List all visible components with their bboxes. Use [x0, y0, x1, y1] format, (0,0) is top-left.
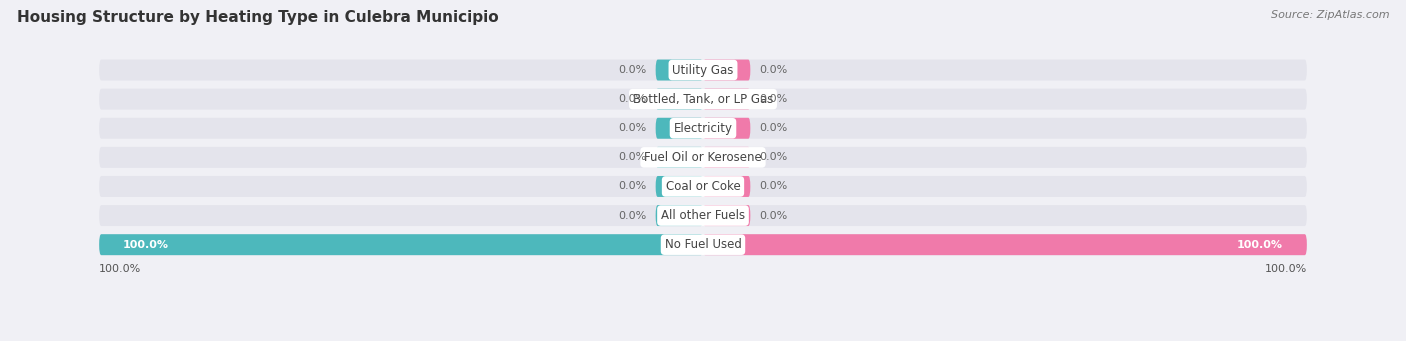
- Text: All other Fuels: All other Fuels: [661, 209, 745, 222]
- Text: Source: ZipAtlas.com: Source: ZipAtlas.com: [1271, 10, 1389, 20]
- FancyBboxPatch shape: [655, 60, 703, 80]
- FancyBboxPatch shape: [703, 60, 751, 80]
- FancyBboxPatch shape: [703, 147, 751, 168]
- Text: Fuel Oil or Kerosene: Fuel Oil or Kerosene: [644, 151, 762, 164]
- FancyBboxPatch shape: [100, 234, 703, 255]
- Text: 0.0%: 0.0%: [619, 152, 647, 162]
- FancyBboxPatch shape: [100, 60, 1306, 80]
- FancyBboxPatch shape: [655, 147, 703, 168]
- FancyBboxPatch shape: [100, 234, 1306, 255]
- Text: 100.0%: 100.0%: [100, 264, 142, 275]
- Text: 0.0%: 0.0%: [759, 211, 787, 221]
- Text: Utility Gas: Utility Gas: [672, 63, 734, 76]
- FancyBboxPatch shape: [703, 205, 751, 226]
- FancyBboxPatch shape: [655, 89, 703, 109]
- Text: Electricity: Electricity: [673, 122, 733, 135]
- Text: 0.0%: 0.0%: [759, 94, 787, 104]
- FancyBboxPatch shape: [703, 234, 1306, 255]
- FancyBboxPatch shape: [655, 176, 703, 197]
- Text: 100.0%: 100.0%: [1264, 264, 1306, 275]
- Text: 100.0%: 100.0%: [122, 240, 169, 250]
- FancyBboxPatch shape: [703, 118, 751, 139]
- Text: Bottled, Tank, or LP Gas: Bottled, Tank, or LP Gas: [633, 93, 773, 106]
- Text: 0.0%: 0.0%: [619, 181, 647, 191]
- Text: No Fuel Used: No Fuel Used: [665, 238, 741, 251]
- Text: Coal or Coke: Coal or Coke: [665, 180, 741, 193]
- Text: 0.0%: 0.0%: [619, 123, 647, 133]
- Text: 100.0%: 100.0%: [1237, 240, 1284, 250]
- Text: Housing Structure by Heating Type in Culebra Municipio: Housing Structure by Heating Type in Cul…: [17, 10, 499, 25]
- Text: 0.0%: 0.0%: [759, 65, 787, 75]
- Text: 0.0%: 0.0%: [619, 65, 647, 75]
- Text: 0.0%: 0.0%: [759, 152, 787, 162]
- Text: 0.0%: 0.0%: [619, 94, 647, 104]
- FancyBboxPatch shape: [655, 205, 703, 226]
- FancyBboxPatch shape: [703, 176, 751, 197]
- Text: 0.0%: 0.0%: [619, 211, 647, 221]
- FancyBboxPatch shape: [100, 147, 1306, 168]
- FancyBboxPatch shape: [100, 176, 1306, 197]
- Text: 0.0%: 0.0%: [759, 181, 787, 191]
- FancyBboxPatch shape: [100, 205, 1306, 226]
- FancyBboxPatch shape: [100, 118, 1306, 139]
- FancyBboxPatch shape: [100, 89, 1306, 109]
- Text: 0.0%: 0.0%: [759, 123, 787, 133]
- FancyBboxPatch shape: [655, 118, 703, 139]
- FancyBboxPatch shape: [703, 89, 751, 109]
